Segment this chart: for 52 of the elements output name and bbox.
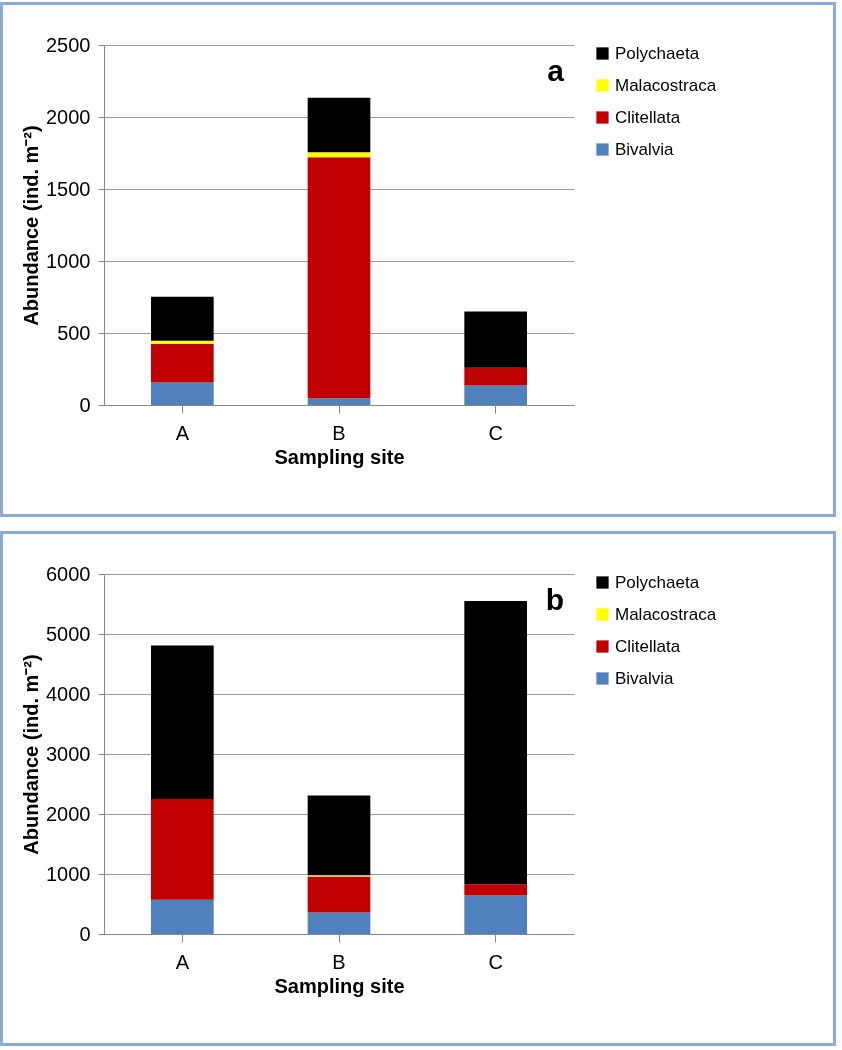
y-axis-title: Abundance (ind. m⁻²): [20, 654, 43, 855]
bar: [151, 296, 214, 341]
bar: [151, 799, 214, 900]
annotation: a: [547, 54, 565, 87]
annotation: b: [545, 583, 564, 616]
bar: [307, 398, 371, 405]
legend-label: Bivalvia: [615, 139, 675, 159]
bar: [464, 367, 527, 386]
bar: [464, 385, 527, 405]
bar: [151, 382, 214, 405]
x-tick-label: B: [332, 950, 346, 973]
x-axis-title: Sampling site: [274, 445, 405, 468]
legend-label: Polychaeta: [615, 572, 700, 592]
bar: [464, 311, 527, 368]
y-tick-label: 2000: [46, 105, 91, 128]
bar: [151, 899, 214, 934]
x-axis-title: Sampling site: [274, 974, 405, 997]
bar: [307, 97, 371, 153]
bar: [464, 601, 527, 885]
legend-label: Malacostraca: [615, 75, 717, 95]
bar: [307, 795, 371, 876]
legend-label: Clitellata: [615, 636, 681, 656]
bar: [151, 645, 214, 799]
y-tick-label: 1000: [46, 862, 91, 885]
x-tick-label: C: [488, 421, 503, 444]
bar: [307, 152, 371, 158]
bar: [151, 344, 214, 383]
bar: [464, 884, 527, 896]
x-tick-label: B: [332, 421, 346, 444]
bar: [307, 876, 371, 913]
x-tick-label: A: [175, 950, 190, 973]
y-tick-label: 1000: [46, 249, 91, 272]
y-tick-label: 2000: [46, 802, 91, 825]
legend-label: Clitellata: [615, 107, 681, 127]
x-tick-label: A: [175, 421, 190, 444]
bar: [307, 912, 371, 934]
legend-label: Bivalvia: [615, 668, 675, 688]
y-tick-label: 0: [79, 922, 91, 945]
legend-label: Polychaeta: [615, 43, 700, 63]
legend-label: Malacostraca: [615, 604, 717, 624]
y-tick-label: 0: [79, 393, 91, 416]
y-axis-title: Abundance (ind. m⁻²): [20, 125, 43, 326]
x-tick-label: C: [488, 950, 503, 973]
y-tick-label: 1500: [46, 177, 91, 200]
y-tick-label: 2500: [46, 33, 91, 56]
y-tick-label: 3000: [46, 742, 91, 765]
y-tick-label: 5000: [46, 622, 91, 645]
y-tick-label: 6000: [46, 562, 91, 585]
y-tick-label: 4000: [46, 682, 91, 705]
y-tick-label: 500: [57, 321, 91, 344]
bar: [307, 157, 371, 399]
bar: [464, 895, 527, 934]
